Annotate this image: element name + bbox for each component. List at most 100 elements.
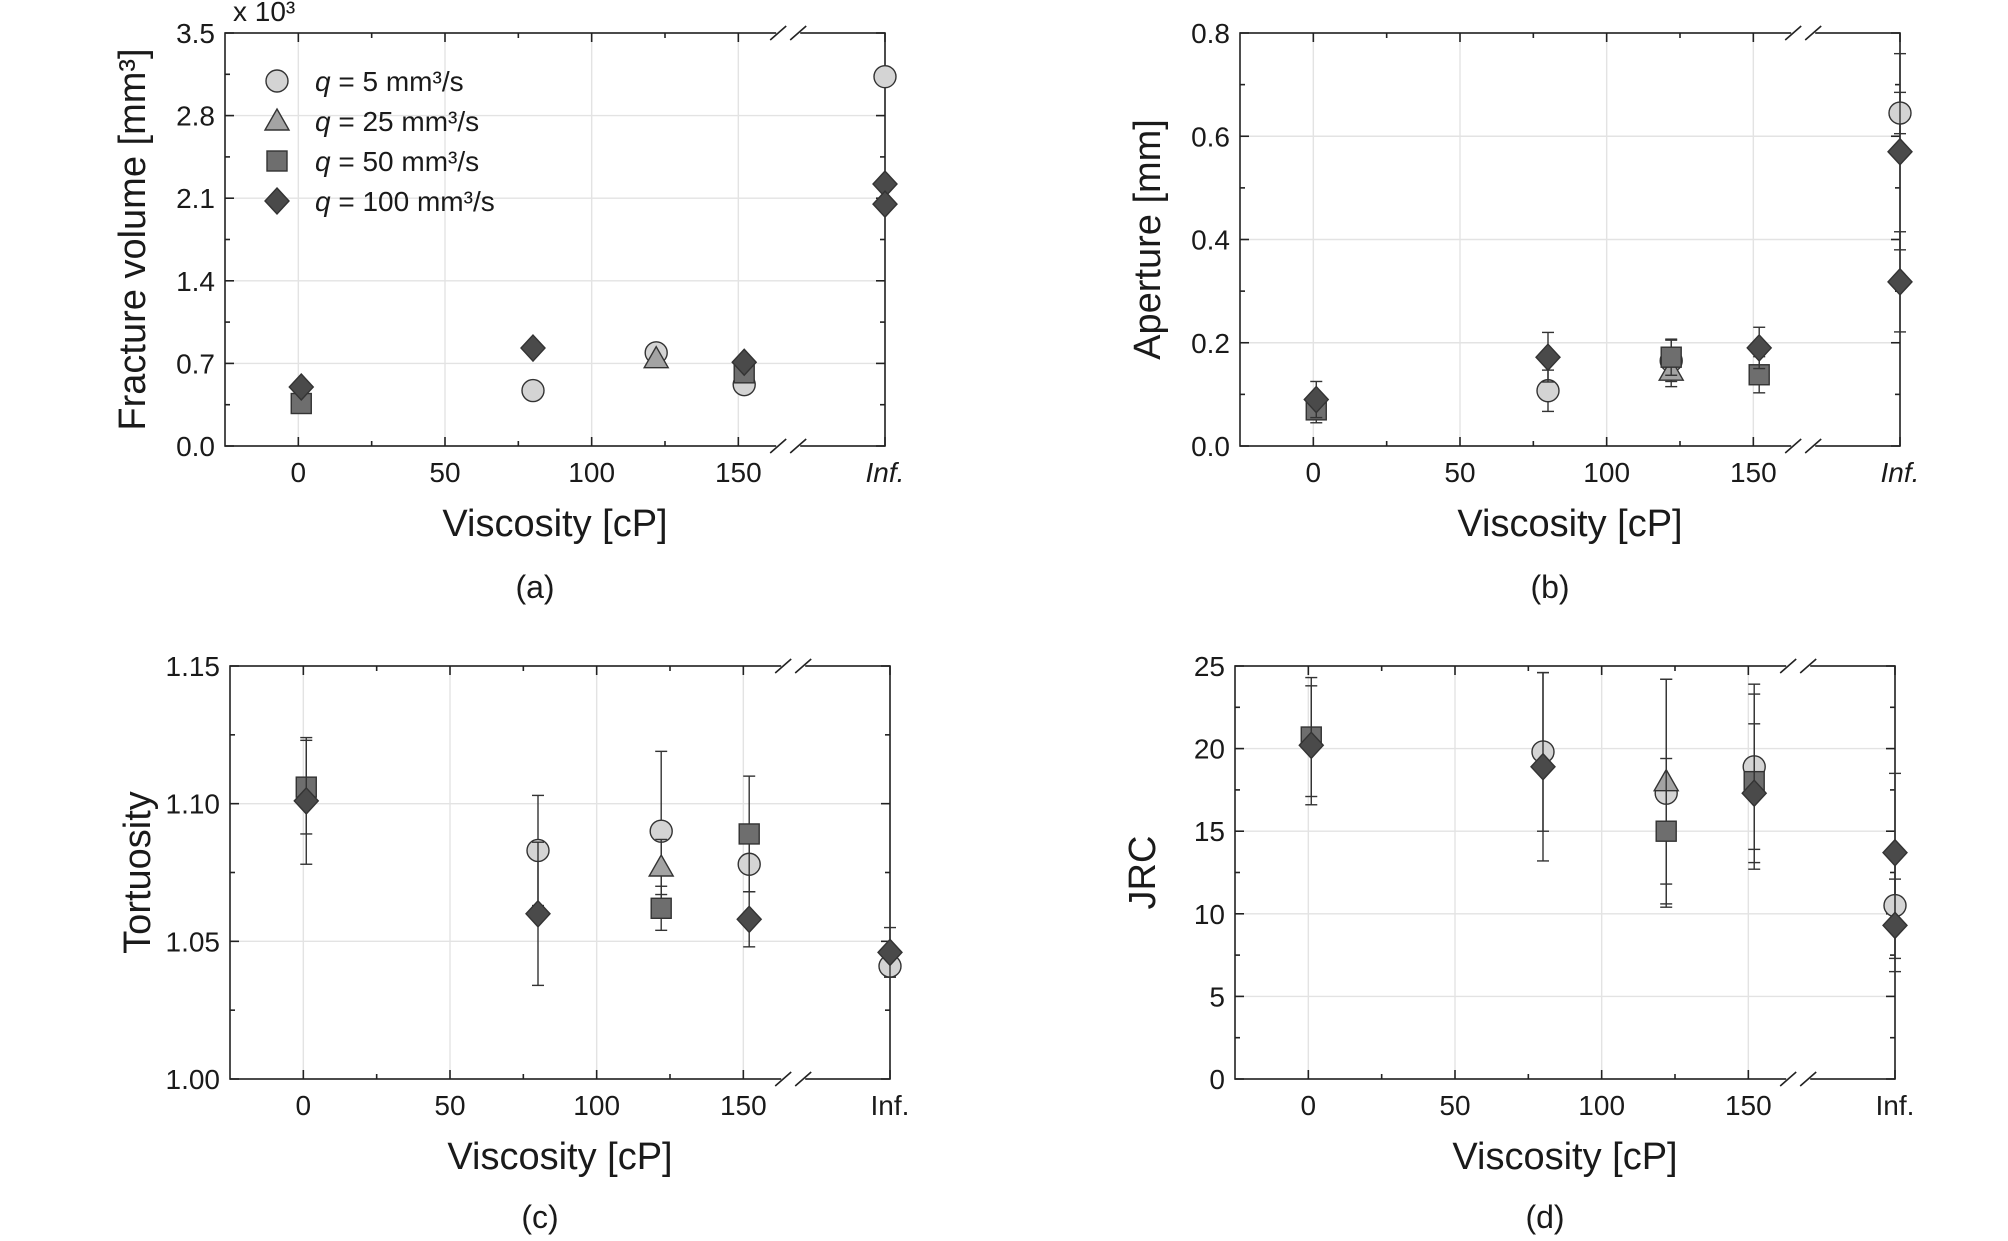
data-point-diamond xyxy=(731,348,758,377)
data-point-square xyxy=(1660,346,1682,368)
x-tick-label: Inf. xyxy=(871,1090,910,1121)
y-axis-label: JRC xyxy=(1122,836,1164,910)
data-point-square xyxy=(1655,820,1677,842)
legend: q = 5 mm³/s q = 25 mm³/s q = 50 mm³/s q = 1… xyxy=(263,66,495,217)
axis-break-gap xyxy=(781,1073,806,1085)
y-tick-label: 0.6 xyxy=(1191,121,1230,152)
x-tick-label: Inf. xyxy=(1881,457,1920,488)
legend-marker-diamond xyxy=(264,186,290,216)
panel-caption: (a) xyxy=(515,569,554,605)
axis-break-stroke xyxy=(1804,438,1822,454)
panel-caption: (c) xyxy=(521,1199,558,1235)
y-tick-label: 0.7 xyxy=(176,348,215,379)
y-tick-label: 0 xyxy=(1209,1064,1225,1095)
series-diamond xyxy=(1298,671,1908,973)
axis-break-stroke xyxy=(794,1071,812,1087)
x-tick-label: 0 xyxy=(296,1090,312,1121)
panel-d: 0 5 10 15 20 25 0 50 100 150 Inf. Viscosity [cP] JRC… xyxy=(1122,651,1914,1235)
x-tick-label: 100 xyxy=(573,1090,620,1121)
y-tick-label: 0.4 xyxy=(1191,225,1230,256)
x-tick-label: 50 xyxy=(1444,457,1475,488)
x-tick-label: 150 xyxy=(720,1090,767,1121)
y-tick-label: 10 xyxy=(1194,899,1225,930)
data-point-diamond xyxy=(525,899,551,928)
data-point-diamond xyxy=(1882,911,1908,940)
y-multiplier-label: x 10³ xyxy=(233,0,295,27)
data-point-diamond xyxy=(1882,838,1908,867)
data-point-circle xyxy=(1536,379,1560,403)
y-tick-label: 25 xyxy=(1194,651,1225,682)
axis-break-stroke xyxy=(769,25,787,41)
y-axis-label: Fracture volume [mm³] xyxy=(112,48,154,430)
x-tick-label: 100 xyxy=(568,457,615,488)
x-tick-label: 150 xyxy=(1725,1090,1772,1121)
x-axis-label: Viscosity [cP] xyxy=(1457,503,1682,545)
data-point-diamond xyxy=(1303,385,1330,414)
y-tick-label: 5 xyxy=(1209,981,1225,1012)
data-point-diamond xyxy=(1741,779,1768,808)
data-point-diamond xyxy=(877,938,903,967)
axis-break-stroke xyxy=(774,658,792,674)
axis-break-gap xyxy=(1786,660,1811,672)
y-tick-label: 0.0 xyxy=(176,431,215,462)
x-tick-label: 100 xyxy=(1578,1090,1625,1121)
series-triangle xyxy=(647,838,675,896)
series-circle xyxy=(1536,91,1912,413)
y-tick-label: 1.4 xyxy=(176,266,215,297)
y-tick-label: 0.0 xyxy=(1191,431,1230,462)
legend-entry: q = 100 mm³/s xyxy=(315,186,495,217)
y-tick-label: 15 xyxy=(1194,816,1225,847)
data-point-diamond xyxy=(288,372,315,402)
legend-entry: q = 50 mm³/s xyxy=(315,146,479,177)
legend-marker-triangle xyxy=(263,107,291,131)
y-tick-label: 2.8 xyxy=(176,101,215,132)
data-point-triangle xyxy=(642,345,670,369)
x-tick-label: Inf. xyxy=(1876,1090,1915,1121)
x-tick-label: 50 xyxy=(429,457,460,488)
series-diamond xyxy=(1303,52,1913,419)
y-tick-label: 0.8 xyxy=(1191,18,1230,49)
x-tick-label: Inf. xyxy=(866,457,905,488)
data-point-diamond xyxy=(1887,137,1913,166)
axis-break-stroke xyxy=(1784,438,1802,454)
axis-break-gap xyxy=(781,660,806,672)
data-point-square xyxy=(650,897,672,919)
data-point-circle xyxy=(521,378,545,403)
panel-caption: (b) xyxy=(1530,569,1569,605)
data-point-diamond xyxy=(1535,343,1561,372)
legend-marker-square xyxy=(266,150,288,172)
data-point-diamond xyxy=(293,786,320,815)
series-triangle xyxy=(642,345,670,369)
axis-break-gap xyxy=(1786,1073,1811,1085)
series-square xyxy=(1300,676,1765,905)
y-axis-label: Tortuosity xyxy=(117,791,159,954)
x-axis-label: Viscosity [cP] xyxy=(442,503,667,545)
series-diamond xyxy=(293,736,903,987)
axis-break-stroke xyxy=(1804,25,1822,41)
series-square xyxy=(1305,338,1770,424)
x-tick-label: 50 xyxy=(434,1090,465,1121)
y-tick-label: 1.00 xyxy=(166,1064,221,1095)
y-tick-label: 2.1 xyxy=(176,183,215,214)
axis-break-stroke xyxy=(1799,658,1817,674)
axis-break-stroke xyxy=(769,438,787,454)
axis-break-stroke xyxy=(1779,1071,1797,1087)
y-tick-label: 1.15 xyxy=(166,651,221,682)
axis-break-stroke xyxy=(1799,1071,1817,1087)
plot-frame xyxy=(229,665,891,1080)
data-point-diamond xyxy=(520,334,546,363)
series-square xyxy=(295,739,760,932)
y-tick-label: 1.05 xyxy=(166,926,221,957)
axis-break-stroke xyxy=(789,438,807,454)
legend-marker-circle xyxy=(265,69,289,93)
legend-entry: q = 25 mm³/s xyxy=(315,106,479,137)
data-point-square xyxy=(738,823,760,845)
axis-break-gap xyxy=(776,27,801,39)
axis-break-stroke xyxy=(794,658,812,674)
panel-caption: (d) xyxy=(1525,1199,1564,1235)
data-point-triangle xyxy=(647,853,675,877)
y-axis-label: Aperture [mm] xyxy=(1127,119,1169,360)
panel-c: 1.00 1.05 1.10 1.15 0 50 100 150 Inf. Viscosity [… xyxy=(117,651,909,1235)
data-point-diamond xyxy=(1298,731,1325,760)
